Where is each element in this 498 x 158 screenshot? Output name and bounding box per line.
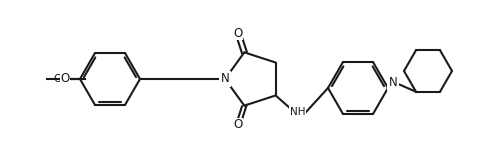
Text: O: O — [54, 74, 62, 84]
Text: O: O — [60, 73, 70, 85]
Text: N: N — [221, 73, 230, 85]
Text: O: O — [234, 118, 243, 131]
Text: NH: NH — [290, 107, 305, 117]
Text: N: N — [388, 76, 397, 89]
Text: O: O — [234, 27, 243, 40]
